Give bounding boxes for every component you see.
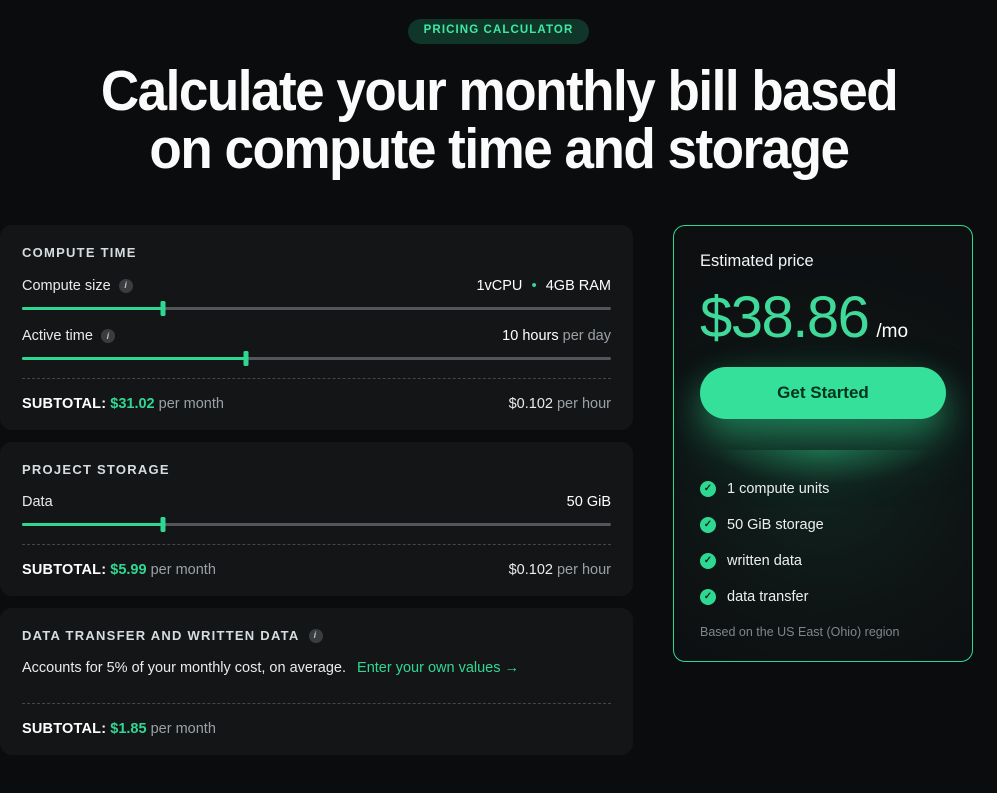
info-icon[interactable]: i [118,278,133,293]
data-transfer-note: Accounts for 5% of your monthly cost, on… [22,660,346,676]
data-transfer-card: DATA TRANSFER AND WRITTEN DATA i Account… [0,608,633,755]
compute-size-slider-fill [22,307,164,310]
get-started-button[interactable]: Get Started [700,367,946,419]
active-time-hours: 10 hours [502,328,559,344]
storage-data-slider-handle[interactable] [160,517,166,532]
list-item: ✓ 1 compute units [700,481,946,497]
pricing-calculator-badge: PRICING CALCULATOR [407,19,590,44]
compute-hourly-period: per hour [556,396,611,412]
estimated-price-title: Estimated price [700,252,814,270]
data-transfer-subtotal-left: SUBTOTAL: $1.85 per month [22,721,216,737]
storage-hourly-period: per hour [556,562,611,578]
enter-own-values-link[interactable]: Enter your own values → [357,660,520,676]
storage-card-divider [22,544,611,545]
page-title: Calculate your monthly bill based on com… [100,58,898,181]
data-transfer-subtotal-period: per month [150,721,216,737]
compute-hourly-rate: $0.102 per hour [509,396,611,412]
check-circle-icon: ✓ [700,517,716,533]
compute-size-vcpu: 1vCPU [476,278,523,294]
compute-hourly-amount: $0.102 [508,396,553,412]
estimated-price-panel: Estimated price $38.86 /mo Get Started ✓… [673,225,973,662]
project-storage-card-title: PROJECT STORAGE [22,462,611,477]
storage-data-slider[interactable] [22,517,611,532]
compute-size-row: Compute size i 1vCPU • 4GB RAM [22,277,611,316]
storage-subtotal-label: SUBTOTAL: [22,562,107,578]
estimated-price-value: $38.86 [700,285,870,350]
storage-data-header: Data 50 GiB [22,494,611,510]
hero-section: PRICING CALCULATOR Calculate your monthl… [0,0,997,178]
data-transfer-note-row: Accounts for 5% of your monthly cost, on… [22,660,611,697]
active-time-slider[interactable] [22,351,611,366]
compute-size-slider[interactable] [22,301,611,316]
compute-size-value: 1vCPU • 4GB RAM [476,277,611,294]
active-time-slider-fill [22,357,246,360]
compute-time-title-text: COMPUTE TIME [22,245,137,260]
storage-subtotal-left: SUBTOTAL: $5.99 per month [22,562,216,578]
check-circle-icon: ✓ [700,553,716,569]
storage-data-label-group: Data [22,494,53,510]
project-storage-title-text: PROJECT STORAGE [22,462,170,477]
active-time-value: 10 hours per day [502,328,611,344]
data-transfer-card-divider [22,703,611,704]
active-time-slider-handle[interactable] [243,351,249,366]
storage-hourly-amount: $0.102 [508,562,553,578]
active-time-suffix: per day [562,328,611,344]
compute-size-slider-handle[interactable] [160,301,166,316]
compute-card-divider [22,378,611,379]
feature-label: written data [727,553,802,569]
check-circle-icon: ✓ [700,481,716,497]
data-transfer-subtotal-label: SUBTOTAL: [22,721,107,737]
estimated-price-unit: /mo [876,321,909,342]
compute-subtotal-period: per month [158,396,224,412]
storage-subtotal-row: SUBTOTAL: $5.99 per month $0.102 per hou… [22,545,611,578]
check-circle-icon: ✓ [700,589,716,605]
compute-subtotal-amount: $31.02 [110,396,155,412]
compute-subtotal-left: SUBTOTAL: $31.02 per month [22,396,224,412]
active-time-header: Active time i 10 hours per day [22,328,611,344]
calculator-content: COMPUTE TIME Compute size i 1vCPU • 4GB … [0,225,997,767]
compute-size-label: Compute size [22,277,111,294]
storage-hourly-rate: $0.102 per hour [509,562,611,578]
info-icon[interactable]: i [308,628,323,643]
storage-data-row: Data 50 GiB [22,494,611,532]
compute-size-ram: 4GB RAM [545,278,611,294]
compute-size-label-group: Compute size i [22,278,133,294]
data-transfer-subtotal-amount: $1.85 [110,721,147,737]
data-transfer-card-title: DATA TRANSFER AND WRITTEN DATA i [22,628,611,643]
info-icon[interactable]: i [100,329,115,343]
compute-time-card: COMPUTE TIME Compute size i 1vCPU • 4GB … [0,225,633,430]
compute-size-header: Compute size i 1vCPU • 4GB RAM [22,277,611,294]
region-note: Based on the US East (Ohio) region [700,625,900,639]
active-time-label-group: Active time i [22,328,115,344]
list-item: ✓ data transfer [700,589,946,605]
storage-data-slider-fill [22,523,164,526]
project-storage-card: PROJECT STORAGE Data 50 GiB [0,442,633,596]
storage-subtotal-period: per month [150,562,216,578]
feature-label: 1 compute units [727,481,830,497]
data-transfer-title-text: DATA TRANSFER AND WRITTEN DATA [22,628,300,643]
data-transfer-subtotal-row: SUBTOTAL: $1.85 per month [22,704,611,737]
storage-data-label: Data [22,494,53,510]
list-item: ✓ 50 GiB storage [700,517,946,533]
estimate-features-list: ✓ 1 compute units ✓ 50 GiB storage ✓ wri… [700,481,946,605]
storage-subtotal-amount: $5.99 [110,562,147,578]
estimate-column: Estimated price $38.86 /mo Get Started ✓… [673,225,973,662]
bullet-separator-icon: • [531,277,537,294]
feature-label: 50 GiB storage [727,517,824,533]
compute-subtotal-label: SUBTOTAL: [22,396,107,412]
list-item: ✓ written data [700,553,946,569]
active-time-label: Active time [22,328,93,344]
compute-time-card-title: COMPUTE TIME [22,245,611,260]
active-time-row: Active time i 10 hours per day [22,328,611,366]
calculator-cards-column: COMPUTE TIME Compute size i 1vCPU • 4GB … [0,225,633,767]
estimated-price-line: $38.86 /mo [700,289,946,347]
compute-subtotal-row: SUBTOTAL: $31.02 per month $0.102 per ho… [22,379,611,412]
feature-label: data transfer [727,589,809,605]
storage-data-value: 50 GiB [566,494,611,510]
